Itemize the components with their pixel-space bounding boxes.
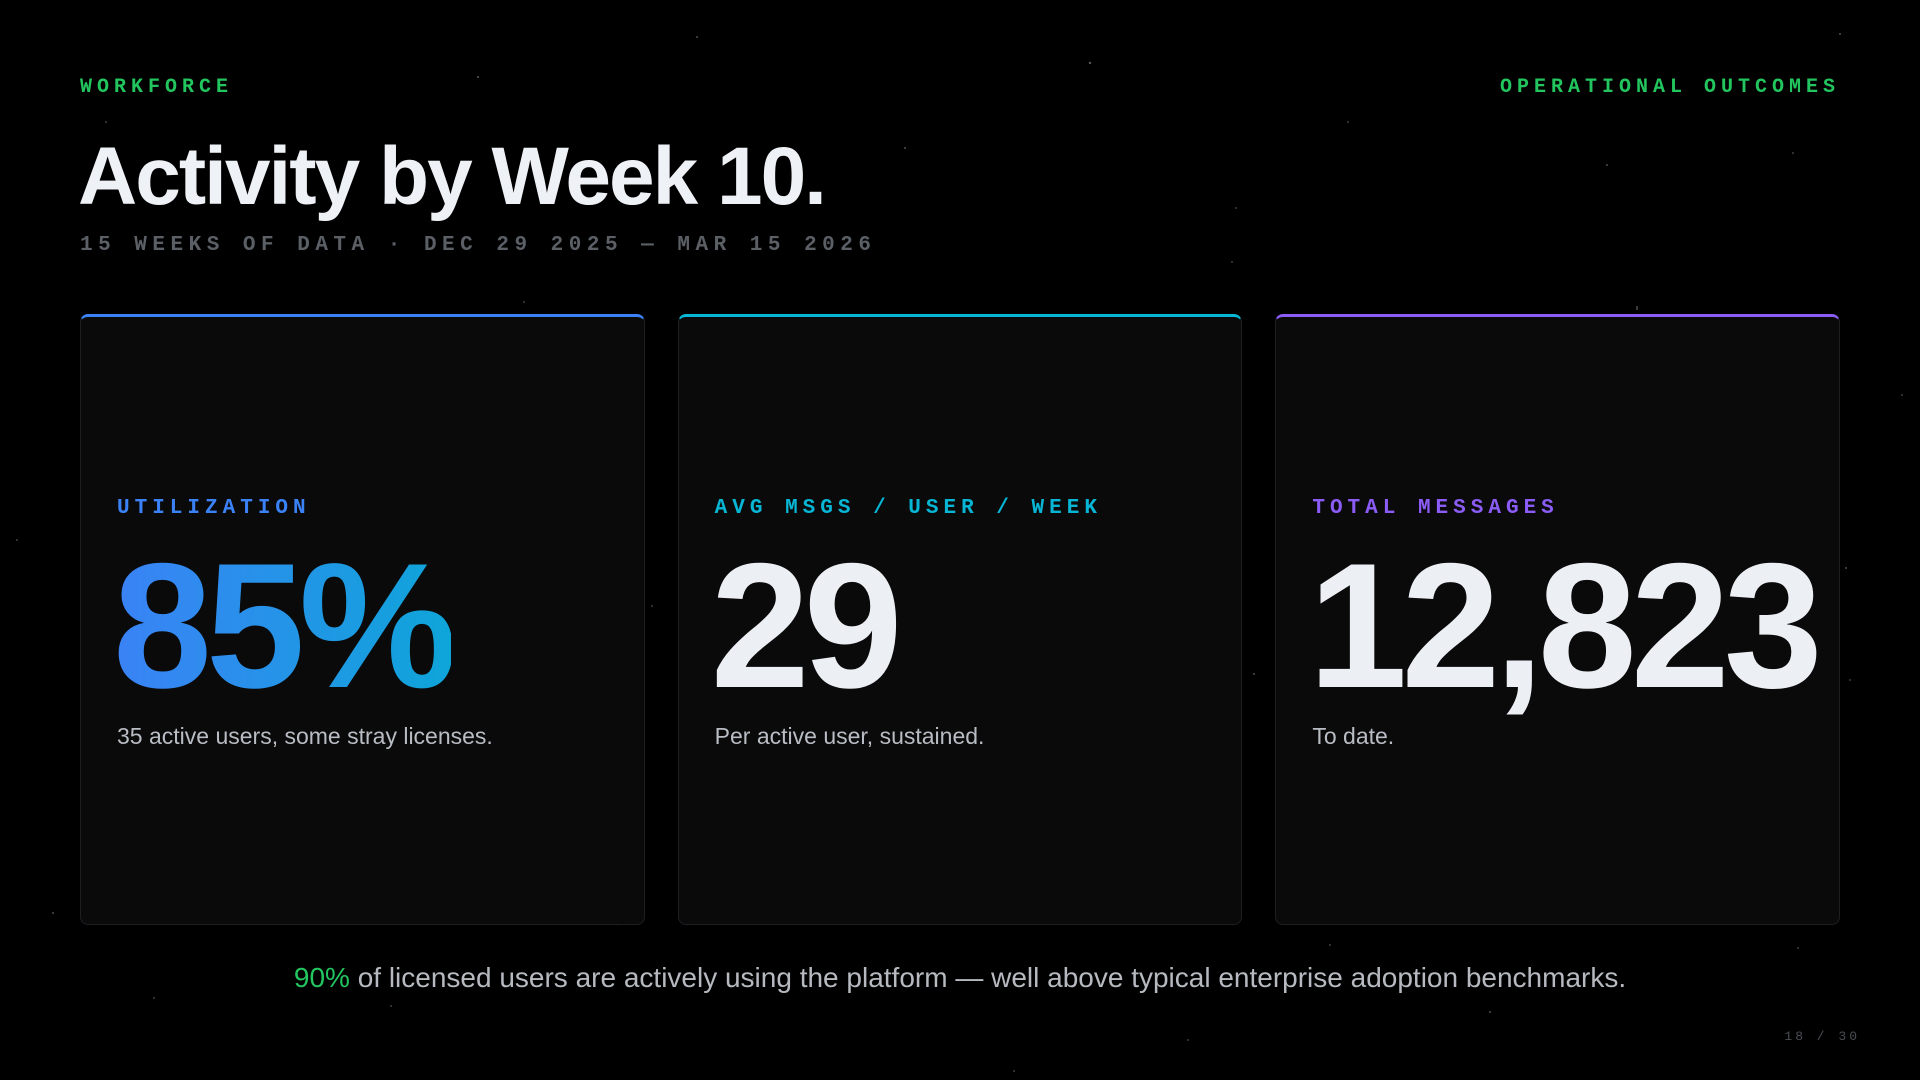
metric-card-total-messages: TOTAL MESSAGES 12,823 To date. — [1275, 314, 1841, 925]
metric-card-avg-msgs: AVG MSGS / USER / WEEK 29 Per active use… — [677, 314, 1243, 925]
metric-value: 85% — [113, 526, 457, 725]
footnote-text: of licensed users are actively using the… — [349, 962, 1627, 993]
metric-cards: UTILIZATION 85% 35 active users, some st… — [80, 314, 1841, 925]
page-subtitle: 15 WEEKS OF DATA · DEC 29 2025 — MAR 15 … — [80, 234, 877, 257]
metric-value: 12,823 — [1308, 526, 1822, 725]
metric-description: To date. — [1312, 723, 1395, 749]
section-label-right: OPERATIONAL OUTCOMES — [1499, 76, 1840, 99]
footnote-highlight: 90% — [293, 962, 350, 993]
section-label-left: WORKFORCE — [80, 76, 234, 99]
metric-description: Per active user, sustained. — [714, 723, 985, 749]
metric-description: 35 active users, some stray licenses. — [117, 723, 493, 749]
metric-label: UTILIZATION — [117, 497, 311, 520]
metric-card-utilization: UTILIZATION 85% 35 active users, some st… — [80, 314, 645, 925]
metric-label: AVG MSGS / USER / WEEK — [714, 497, 1102, 520]
footnote: 90% of licensed users are actively using… — [0, 962, 1920, 994]
page-number: 18 / 30 — [1784, 1029, 1860, 1044]
metric-value: 29 — [710, 526, 903, 725]
page-title: Activity by Week 10. — [78, 131, 827, 222]
metric-label: TOTAL MESSAGES — [1312, 497, 1559, 520]
